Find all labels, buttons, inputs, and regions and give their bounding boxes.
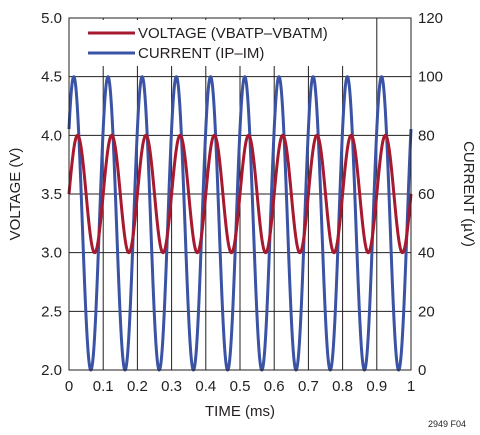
- tick-labels: 0 0.1 0.2 0.3 0.4 0.5 0.6 0.7 0.8 0.9 1 2.0 2.5 3.0 3.…: [41, 10, 443, 395]
- x-tick-label: 0: [65, 378, 73, 395]
- y2-tick-label: 100: [418, 69, 443, 86]
- figure-id: 2949 F04: [428, 419, 466, 429]
- legend-background: [84, 20, 359, 66]
- y-tick-label: 2.5: [41, 303, 62, 320]
- y2-tick-label: 60: [418, 186, 435, 203]
- y2-tick-label: 80: [418, 127, 435, 144]
- x-tick-label: 0.5: [230, 378, 251, 395]
- legend-label: CURRENT (IP–IM): [138, 45, 264, 62]
- current-series-line: [67, 75, 413, 372]
- x-tick-label: 0.2: [127, 378, 148, 395]
- legend-label: VOLTAGE (VBATP–VBATM): [138, 25, 328, 42]
- series-layer: [67, 75, 413, 372]
- x-axis-title: TIME (ms): [205, 403, 275, 420]
- x-tick-label: 0.3: [161, 378, 182, 395]
- y2-tick-label: 120: [418, 10, 443, 27]
- y2-tick-label: 20: [418, 303, 435, 320]
- x-tick-label: 1: [407, 378, 415, 395]
- y-tick-label: 4.0: [41, 127, 62, 144]
- voltage-series-line: [67, 133, 413, 255]
- plot-frame: [68, 17, 412, 371]
- x-tick-label: 0.8: [332, 378, 353, 395]
- x-tick-label: 0.9: [366, 378, 387, 395]
- y-tick-label: 3.5: [41, 186, 62, 203]
- y2-tick-label: 0: [418, 362, 426, 379]
- legend: VOLTAGE (VBATP–VBATM) CURRENT (IP–IM): [84, 20, 359, 66]
- y2-tick-label: 40: [418, 245, 435, 262]
- y-tick-label: 5.0: [41, 10, 62, 27]
- y2-axis-title: CURRENT (µV): [460, 141, 477, 247]
- x-tick-label: 0.6: [264, 378, 285, 395]
- y-tick-label: 2.0: [41, 362, 62, 379]
- y-tick-label: 4.5: [41, 69, 62, 86]
- y-tick-label: 3.0: [41, 245, 62, 262]
- x-tick-label: 0.4: [195, 378, 216, 395]
- x-tick-label: 0.7: [298, 378, 319, 395]
- y-axis-title: VOLTAGE (V): [7, 148, 24, 241]
- x-tick-label: 0.1: [93, 378, 114, 395]
